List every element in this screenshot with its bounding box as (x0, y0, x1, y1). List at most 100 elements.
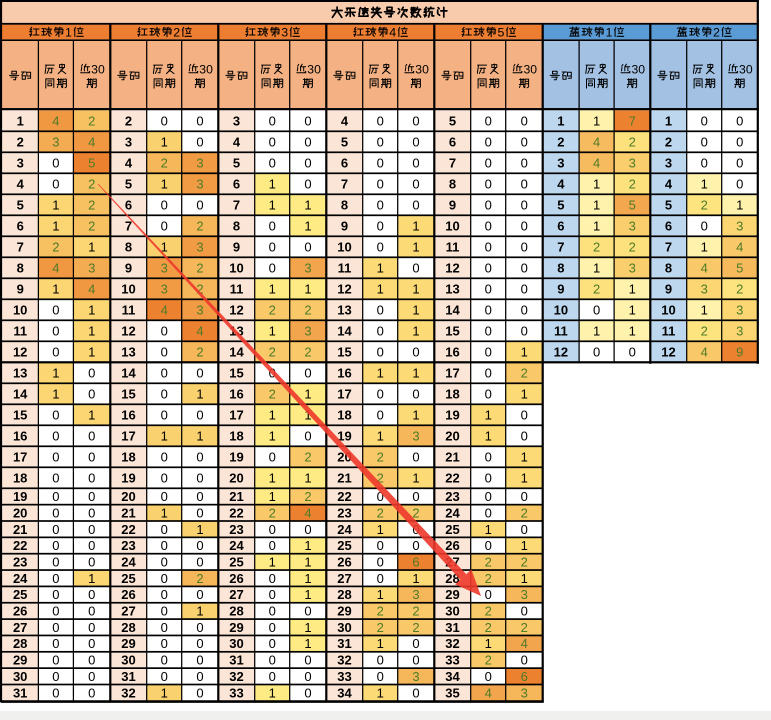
svg-text:2: 2 (736, 281, 743, 296)
svg-text:32: 32 (337, 653, 351, 668)
svg-text:1: 1 (52, 281, 59, 296)
svg-text:18: 18 (445, 386, 459, 401)
svg-text:0: 0 (377, 134, 384, 149)
svg-text:30: 30 (337, 620, 351, 635)
svg-text:0: 0 (701, 113, 708, 128)
svg-text:3: 3 (412, 428, 419, 443)
svg-text:18: 18 (337, 407, 351, 422)
svg-text:18: 18 (229, 428, 243, 443)
svg-text:2: 2 (88, 197, 95, 212)
svg-text:0: 0 (269, 218, 276, 233)
svg-text:7: 7 (629, 113, 636, 128)
svg-text:31: 31 (445, 620, 459, 635)
svg-text:0: 0 (161, 197, 168, 212)
svg-text:1: 1 (521, 571, 528, 586)
svg-text:3: 3 (196, 155, 203, 170)
svg-text:3: 3 (736, 302, 743, 317)
svg-text:2: 2 (17, 134, 24, 149)
svg-text:0: 0 (161, 555, 168, 570)
svg-text:0: 0 (377, 113, 384, 128)
svg-text:0: 0 (269, 134, 276, 149)
svg-text:0: 0 (52, 636, 59, 651)
svg-text:1: 1 (88, 344, 95, 359)
svg-text:26: 26 (121, 587, 135, 602)
svg-text:0: 0 (521, 176, 528, 191)
svg-text:15: 15 (229, 365, 243, 380)
svg-text:0: 0 (269, 669, 276, 684)
svg-text:0: 0 (377, 197, 384, 212)
svg-text:3: 3 (307, 62, 314, 76)
svg-text:0: 0 (269, 239, 276, 254)
svg-text:3: 3 (199, 62, 206, 76)
svg-text:10: 10 (554, 302, 568, 317)
svg-text:1: 1 (629, 281, 636, 296)
svg-text:3: 3 (736, 323, 743, 338)
svg-text:0: 0 (412, 449, 419, 464)
svg-text:2: 2 (701, 197, 708, 212)
svg-text:0: 0 (269, 587, 276, 602)
svg-text:4: 4 (196, 323, 203, 338)
svg-text:30: 30 (445, 604, 459, 619)
svg-text:2: 2 (665, 134, 672, 149)
svg-text:1: 1 (269, 323, 276, 338)
svg-text:13: 13 (337, 302, 351, 317)
svg-text:0: 0 (593, 344, 600, 359)
svg-text:2: 2 (196, 281, 203, 296)
svg-text:2: 2 (269, 505, 276, 520)
svg-text:0: 0 (304, 113, 311, 128)
svg-text:0: 0 (161, 218, 168, 233)
svg-text:26: 26 (13, 604, 27, 619)
svg-text:1: 1 (412, 323, 419, 338)
svg-text:4: 4 (389, 25, 396, 39)
svg-text:0: 0 (485, 344, 492, 359)
svg-text:21: 21 (121, 505, 135, 520)
svg-text:1: 1 (304, 470, 311, 485)
svg-text:13: 13 (13, 365, 27, 380)
svg-text:0: 0 (88, 653, 95, 668)
svg-text:2: 2 (701, 323, 708, 338)
svg-text:0: 0 (161, 538, 168, 553)
svg-text:0: 0 (736, 176, 743, 191)
svg-text:2: 2 (52, 239, 59, 254)
svg-text:3: 3 (736, 218, 743, 233)
svg-text:1: 1 (269, 555, 276, 570)
svg-text:0: 0 (196, 505, 203, 520)
svg-text:2: 2 (593, 281, 600, 296)
svg-text:0: 0 (196, 134, 203, 149)
svg-text:1: 1 (377, 636, 384, 651)
svg-text:0: 0 (485, 669, 492, 684)
svg-text:9: 9 (125, 260, 132, 275)
svg-text:0: 0 (52, 571, 59, 586)
svg-text:29: 29 (13, 653, 27, 668)
svg-text:0: 0 (98, 62, 105, 76)
svg-text:2: 2 (377, 470, 384, 485)
svg-text:0: 0 (736, 134, 743, 149)
svg-text:1: 1 (377, 281, 384, 296)
svg-text:0: 0 (161, 489, 168, 504)
svg-text:0: 0 (377, 538, 384, 553)
svg-text:0: 0 (412, 176, 419, 191)
svg-text:0: 0 (521, 323, 528, 338)
svg-text:8: 8 (449, 176, 456, 191)
svg-text:0: 0 (521, 134, 528, 149)
svg-text:2: 2 (412, 604, 419, 619)
svg-text:0: 0 (196, 620, 203, 635)
svg-text:1: 1 (161, 134, 168, 149)
svg-text:0: 0 (161, 669, 168, 684)
svg-text:10: 10 (661, 302, 675, 317)
svg-text:0: 0 (412, 155, 419, 170)
svg-text:3: 3 (281, 25, 288, 39)
svg-text:9: 9 (736, 344, 743, 359)
svg-text:19: 19 (445, 407, 459, 422)
svg-text:0: 0 (196, 653, 203, 668)
svg-text:7: 7 (665, 239, 672, 254)
svg-text:5: 5 (449, 113, 456, 128)
svg-text:0: 0 (485, 449, 492, 464)
svg-text:2: 2 (557, 134, 564, 149)
svg-text:10: 10 (13, 302, 27, 317)
svg-text:1: 1 (521, 344, 528, 359)
svg-text:34: 34 (445, 669, 460, 684)
svg-text:9: 9 (557, 281, 564, 296)
svg-text:0: 0 (701, 218, 708, 233)
svg-text:0: 0 (485, 134, 492, 149)
